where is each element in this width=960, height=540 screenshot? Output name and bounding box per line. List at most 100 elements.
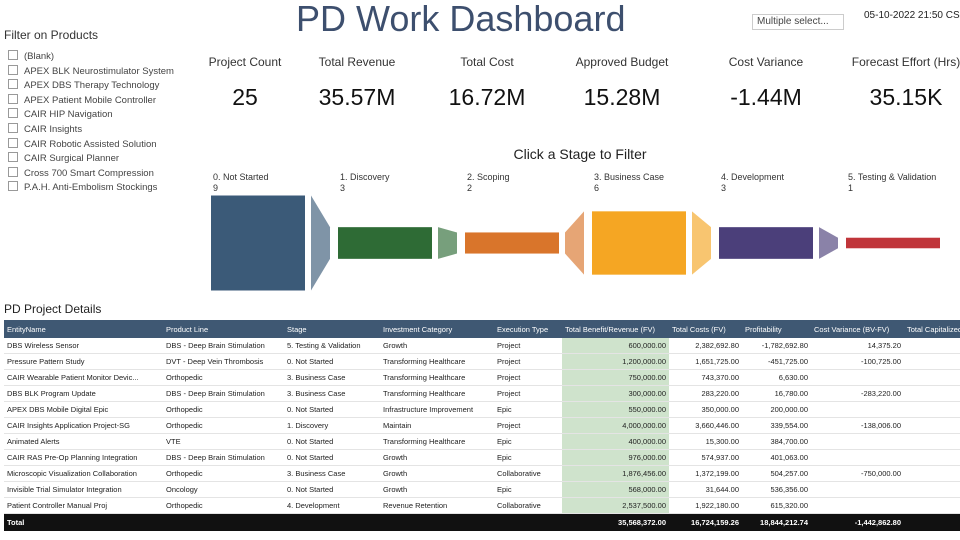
checkbox[interactable] — [8, 166, 18, 177]
filter-label[interactable]: APEX Patient Mobile Controller — [24, 94, 157, 106]
table-row[interactable]: DBS Wireless Sensor DBS - Deep Brain Stim… — [4, 338, 960, 354]
table-cell — [811, 481, 904, 498]
filter-item[interactable]: APEX DBS Therapy Technology — [8, 79, 159, 91]
checkbox[interactable] — [8, 108, 18, 119]
column-header[interactable]: Total Costs (FV) — [669, 320, 742, 338]
table-cell — [811, 433, 904, 450]
table-cell: Transforming Healthcare — [380, 369, 494, 386]
checkbox[interactable] — [8, 79, 18, 90]
column-header[interactable]: Stage — [284, 320, 380, 338]
filter-item[interactable]: CAIR HIP Navigation — [8, 108, 113, 120]
table-cell: 976,000.00 — [562, 449, 669, 466]
checkbox[interactable] — [8, 152, 18, 163]
filter-item[interactable]: APEX Patient Mobile Controller — [8, 93, 157, 106]
table-cell: DBS - Deep Brain Stimulation — [163, 449, 284, 466]
stage-label[interactable]: 3. Business Case — [594, 172, 664, 182]
table-cell: 200,000.00 — [742, 401, 811, 418]
filter-label[interactable]: P.A.H. Anti-Embolism Stockings — [24, 182, 158, 194]
column-header[interactable]: Product Line — [163, 320, 284, 338]
table-cell: 0. Not Started — [284, 449, 380, 466]
checkbox[interactable] — [8, 123, 18, 133]
table-row[interactable]: CAIR Wearable Patient Monitor Devic... Or… — [4, 369, 960, 386]
table-row[interactable]: Pressure Pattern Study DVT - Deep Vein Th… — [4, 353, 960, 370]
filter-label[interactable]: CAIR HIP Navigation — [24, 109, 113, 121]
filter-label[interactable]: CAIR Insights — [24, 124, 83, 135]
table-row[interactable]: Microscopic Visualization Collaboration O… — [4, 465, 960, 482]
table-cell: Transforming Healthcare — [380, 385, 494, 402]
kpi-label: Total Cost — [460, 55, 514, 69]
filter-item[interactable]: CAIR Surgical Planner — [8, 152, 119, 164]
column-header[interactable]: Investment Category — [380, 320, 494, 338]
table-cell: Transforming Healthcare — [380, 433, 494, 450]
stage-label[interactable]: 4. Development — [721, 172, 785, 182]
checkbox[interactable] — [8, 137, 18, 148]
funnel-bar[interactable] — [719, 227, 813, 259]
table-row[interactable]: CAIR RAS Pre-Op Planning Integration DBS … — [4, 449, 960, 466]
table-cell: 0. Not Started — [284, 401, 380, 418]
stage-count[interactable]: 6 — [594, 183, 599, 193]
column-header[interactable]: Cost Variance (BV-FV) — [811, 320, 904, 338]
filter-item[interactable]: CAIR Robotic Assisted Solution — [8, 137, 157, 150]
table-row[interactable]: DBS BLK Program Update DBS - Deep Brain S… — [4, 385, 960, 402]
table-row[interactable]: Invisible Trial Simulator Integration Onc… — [4, 481, 960, 498]
checkbox[interactable] — [8, 50, 18, 60]
stage-label[interactable]: 2. Scoping — [467, 172, 510, 182]
table-cell: 350,000.00 — [669, 401, 742, 418]
stage-count[interactable]: 3 — [721, 183, 726, 193]
table-cell: 504,257.00 — [742, 465, 811, 482]
filter-label[interactable]: APEX BLK Neurostimulator System — [24, 65, 174, 77]
funnel-bar[interactable] — [465, 232, 559, 254]
funnel-title: Click a Stage to Filter — [513, 146, 647, 162]
stage-count[interactable]: 2 — [467, 183, 472, 193]
stage-label[interactable]: 1. Discovery — [340, 172, 390, 182]
table-cell: VTE — [163, 433, 284, 450]
stage-count[interactable]: 9 — [213, 183, 218, 193]
table-row[interactable]: Patient Controller Manual Proj Orthopedic… — [4, 497, 960, 514]
column-header[interactable]: Total Capitalized Costs (FV) — [904, 320, 960, 338]
filter-label[interactable]: APEX DBS Therapy Technology — [24, 80, 160, 92]
column-header[interactable]: Profitability — [742, 320, 811, 338]
column-header[interactable]: Execution Type — [494, 320, 562, 338]
table-row[interactable]: CAIR Insights Application Project-SG Orth… — [4, 417, 960, 434]
filter-label[interactable]: (Blank) — [24, 51, 55, 62]
table-cell: 4. Development — [284, 497, 380, 514]
funnel-bar[interactable] — [846, 237, 940, 249]
table-cell — [904, 433, 960, 450]
table-row[interactable]: Animated Alerts VTE 0. Not Started Transfor… — [4, 433, 960, 450]
table-cell: 14,375.20 — [811, 338, 904, 354]
filter-item[interactable]: CAIR Insights — [8, 123, 82, 135]
table-cell: 574,937.00 — [669, 449, 742, 466]
checkbox[interactable] — [8, 93, 18, 104]
year-select[interactable]: Multiple select... — [752, 14, 844, 30]
column-header[interactable]: EntityName — [4, 320, 163, 338]
filter-item[interactable]: APEX BLK Neurostimulator System — [8, 64, 174, 77]
stage-label[interactable]: 5. Testing & Validation — [848, 172, 936, 182]
table-cell: -283,220.00 — [811, 385, 904, 402]
stage-count[interactable]: 1 — [848, 183, 853, 193]
filter-label[interactable]: CAIR Robotic Assisted Solution — [24, 138, 157, 150]
table-row[interactable]: APEX DBS Mobile Digital Epic Orthopedic 0.… — [4, 401, 960, 418]
column-header[interactable]: Total Benefit/Revenue (FV) — [562, 320, 669, 338]
filter-item[interactable]: P.A.H. Anti-Embolism Stockings — [8, 181, 157, 193]
table-cell: 1,922,180.00 — [669, 497, 742, 514]
funnel-bar[interactable] — [592, 211, 686, 275]
filter-label[interactable]: Cross 700 Smart Compression — [24, 167, 154, 179]
funnel-bar[interactable] — [338, 227, 432, 259]
filter-item[interactable]: Cross 700 Smart Compression — [8, 166, 154, 179]
funnel-connector — [438, 227, 457, 259]
stage-count[interactable]: 3 — [340, 183, 345, 193]
table-cell: CAIR Wearable Patient Monitor Devic... — [4, 369, 163, 386]
filter-item[interactable]: (Blank) — [8, 50, 54, 62]
filter-label[interactable]: CAIR Surgical Planner — [24, 153, 120, 165]
funnel-bar[interactable] — [211, 195, 305, 291]
table-cell: Project — [494, 338, 562, 354]
checkbox[interactable] — [8, 64, 18, 75]
checkbox[interactable] — [8, 181, 18, 192]
stage-label[interactable]: 0. Not Started — [213, 172, 269, 182]
